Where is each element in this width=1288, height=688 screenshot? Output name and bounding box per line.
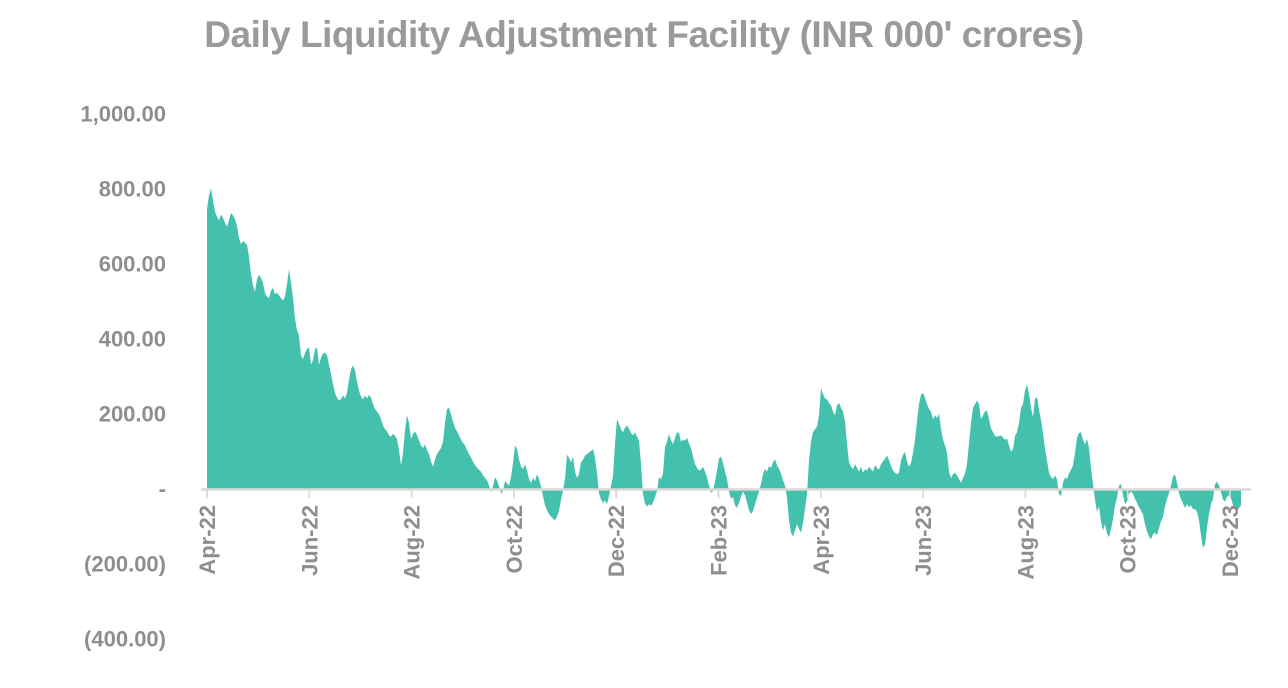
y-axis-label: (200.00)	[84, 552, 166, 577]
x-axis-label: Aug-22	[400, 505, 425, 580]
y-axis-label: (400.00)	[84, 627, 166, 652]
chart-title: Daily Liquidity Adjustment Facility (INR…	[204, 14, 1084, 55]
y-axis-label: 200.00	[99, 402, 166, 427]
y-axis-label: 1,000.00	[80, 102, 166, 127]
x-axis-label: Apr-23	[809, 505, 834, 575]
y-axis-label: -	[159, 477, 166, 502]
x-axis-label: Dec-23	[1218, 505, 1243, 577]
x-axis-label: Jun-22	[297, 505, 322, 576]
y-axis-label: 400.00	[99, 327, 166, 352]
y-axis-label: 800.00	[99, 177, 166, 202]
x-axis-label: Oct-23	[1116, 505, 1141, 573]
x-axis-label: Feb-23	[707, 505, 732, 576]
laf-area-series	[207, 188, 1241, 548]
y-axis-label: 600.00	[99, 252, 166, 277]
x-axis-label: Oct-22	[502, 505, 527, 573]
x-axis-label: Jun-23	[911, 505, 936, 576]
x-axis-label: Dec-22	[604, 505, 629, 577]
x-axis-label: Aug-23	[1013, 505, 1038, 580]
x-axis-label: Apr-22	[195, 505, 220, 575]
